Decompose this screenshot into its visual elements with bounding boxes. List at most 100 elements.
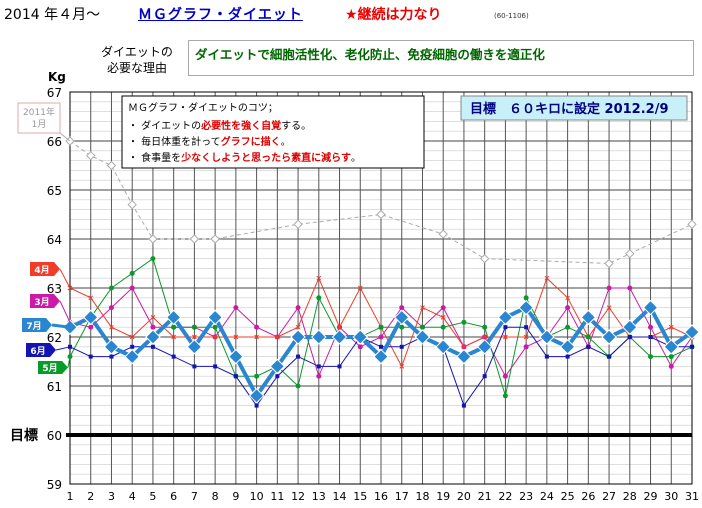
data-point-jun (566, 355, 570, 359)
data-point-y2011 (87, 152, 95, 160)
data-point-jun (400, 345, 404, 349)
data-point-jun (524, 325, 528, 329)
tips-line-3: ・ 食事量を少なくしようと思ったら素直に減らす。 (128, 151, 361, 164)
data-point-jun (628, 335, 632, 339)
data-point-jun (379, 345, 383, 349)
legend-tag-label: 7月 (26, 321, 41, 332)
x-tick-label: 5 (149, 490, 156, 503)
legend-tag-may: 5月 (38, 357, 70, 374)
y-tick-label: 66 (47, 135, 62, 149)
data-point-jun (317, 364, 321, 368)
legend-tag-arrow (54, 294, 60, 308)
data-point-may (565, 325, 570, 330)
legend-tag-label-line2: 1月 (32, 119, 47, 130)
data-point-may (192, 325, 197, 330)
x-tick-label: 22 (498, 490, 512, 503)
data-point-mar (565, 305, 570, 310)
data-point-jun (89, 355, 93, 359)
data-point-y2011 (439, 230, 447, 238)
x-tick-label: 8 (212, 490, 219, 503)
tips-title: ＭＧグラフ・ダイエットのコツ； (128, 101, 278, 114)
legend-tag-arrow (54, 262, 60, 276)
data-point-may (296, 384, 301, 389)
x-tick-label: 31 (685, 490, 699, 503)
data-point-jun (607, 355, 611, 359)
y-tick-label: 64 (47, 233, 62, 247)
data-point-may (213, 325, 218, 330)
data-point-jun (213, 364, 217, 368)
data-point-jun (649, 335, 653, 339)
x-tick-label: 20 (457, 490, 471, 503)
x-tick-label: 7 (191, 490, 198, 503)
data-point-jul (457, 350, 471, 364)
x-tick-label: 27 (602, 490, 616, 503)
data-point-may (171, 325, 176, 330)
data-point-may (648, 354, 653, 359)
data-point-jun (192, 364, 196, 368)
data-point-mar (648, 325, 653, 330)
data-point-mar (254, 325, 259, 330)
x-tick-label: 18 (415, 490, 429, 503)
y-tick-label: 63 (47, 282, 62, 296)
y-tick-label: 67 (47, 86, 62, 100)
data-point-jun (483, 374, 487, 378)
data-point-mar (88, 325, 93, 330)
data-point-jun (296, 355, 300, 359)
data-point-jun (130, 345, 134, 349)
data-point-jun (275, 374, 279, 378)
data-point-jul (229, 350, 243, 364)
x-tick-label: 21 (478, 490, 492, 503)
data-point-may (150, 256, 155, 261)
data-point-mar (503, 374, 508, 379)
data-point-may (669, 354, 674, 359)
x-tick-label: 13 (312, 490, 326, 503)
legend-tag-label-line1: 2011年 (23, 106, 55, 118)
data-point-jun (172, 355, 176, 359)
data-point-jun (338, 364, 342, 368)
x-tick-label: 10 (250, 490, 264, 503)
x-tick-label: 30 (664, 490, 678, 503)
y-tick-label: 59 (47, 478, 62, 492)
data-point-jun (109, 355, 113, 359)
data-point-mar (109, 305, 114, 310)
x-tick-label: 1 (67, 490, 74, 503)
data-point-may (399, 325, 404, 330)
data-point-y2011 (211, 235, 219, 243)
data-point-y2011 (605, 260, 613, 268)
legend-tag-arrow (46, 318, 52, 332)
x-tick-label: 23 (519, 490, 533, 503)
data-point-jul (436, 340, 450, 354)
data-point-may (441, 325, 446, 330)
data-point-mar (233, 305, 238, 310)
data-point-mar (296, 305, 301, 310)
legend-tag-jun: 6月 (26, 343, 70, 357)
y-tick-label: 65 (47, 184, 62, 198)
x-tick-label: 12 (291, 490, 305, 503)
data-point-may (379, 325, 384, 330)
x-tick-label: 28 (623, 490, 637, 503)
y-tick-label: 62 (47, 331, 62, 345)
legend-tag-arrow (62, 361, 68, 374)
target-box: 目標 ６０キロに設定 2012.2/9 (461, 96, 687, 120)
legend-tag-leader (60, 301, 70, 322)
data-point-may (109, 286, 114, 291)
data-point-may (130, 271, 135, 276)
data-point-mar (358, 344, 363, 349)
data-point-may (524, 295, 529, 300)
data-point-may (482, 325, 487, 330)
y-tick-label: 61 (47, 380, 62, 394)
x-tick-label: 16 (374, 490, 388, 503)
data-point-y2011 (294, 220, 302, 228)
data-point-y2011 (149, 235, 157, 243)
tips-line-2: ・ 毎日体重を計ってグラフに描く。 (128, 135, 291, 148)
legend-tag-leader (56, 347, 70, 350)
data-point-mar (150, 325, 155, 330)
data-point-mar (524, 344, 529, 349)
data-point-mar (441, 305, 446, 310)
x-tick-label: 29 (644, 490, 658, 503)
data-point-y2011 (481, 255, 489, 263)
x-tick-label: 11 (270, 490, 284, 503)
data-point-mar (316, 374, 321, 379)
x-tick-label: 14 (333, 490, 347, 503)
target-line-label: 目標 (10, 427, 38, 444)
